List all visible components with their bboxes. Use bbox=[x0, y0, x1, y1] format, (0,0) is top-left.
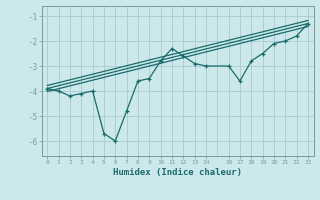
X-axis label: Humidex (Indice chaleur): Humidex (Indice chaleur) bbox=[113, 168, 242, 177]
